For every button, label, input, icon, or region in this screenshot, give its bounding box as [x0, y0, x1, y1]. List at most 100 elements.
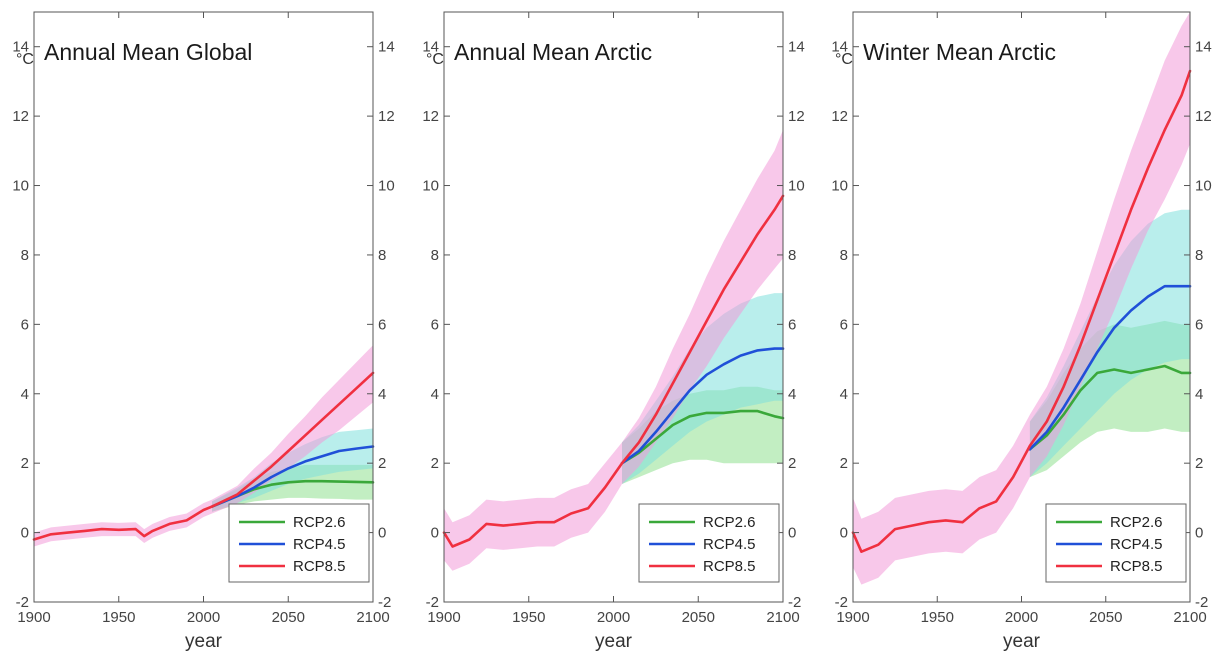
y-tick-label-left: -2 [426, 594, 439, 611]
y-tick-label-left: 4 [431, 386, 439, 403]
series-line-rcp26 [1028, 364, 1192, 451]
y-tick-label-right: 12 [1195, 108, 1212, 125]
uncertainty-band-rcp26 [212, 464, 373, 512]
series-line-rcp26 [620, 409, 785, 465]
y-tick-label-right: 8 [1195, 247, 1203, 264]
y-tick-label-right: 14 [1195, 39, 1212, 56]
y-tick-label-right: 0 [1195, 525, 1203, 542]
y-tick-label-left: 10 [831, 178, 848, 195]
uncertainty-band-rcp85 [444, 130, 783, 571]
y-tick-label-right: 6 [1195, 316, 1203, 333]
series-line-rcp45 [210, 445, 375, 508]
chart-panel-2: -2 -2 0 0 2 2 4 4 6 6 8 8 10 10 12 12 14 14 1900 1950 2000 20… [422, 11, 805, 652]
y-tick-label-right: 2 [1195, 455, 1203, 472]
x-tick-label: 2050 [272, 609, 305, 626]
y-tick-label-left: 6 [431, 316, 439, 333]
y-tick-label-left: 12 [831, 108, 848, 125]
y-tick-label-left: 6 [840, 316, 848, 333]
y-tick-label-right: 0 [788, 525, 796, 542]
x-tick-label: 2000 [187, 609, 220, 626]
y-tick-label-left: 0 [21, 525, 29, 542]
y-tick-label-left: 4 [840, 386, 848, 403]
y-tick-label-right: -2 [378, 594, 391, 611]
y-tick-label-right: 10 [788, 178, 805, 195]
y-tick-label-left: 12 [12, 108, 29, 125]
legend-label-rcp26: RCP2.6 [703, 514, 756, 531]
chart-panel-3: -2 -2 0 0 2 2 4 4 6 6 8 8 10 10 12 12 14 14 1900 1950 2000 20… [831, 11, 1212, 652]
unit-label: °C [835, 51, 853, 68]
x-tick-label: 2100 [356, 609, 389, 626]
uncertainty-band-rcp45 [622, 293, 783, 484]
y-tick-label-left: 10 [12, 178, 29, 195]
y-tick-label-left: 8 [840, 247, 848, 264]
y-tick-label-left: 10 [422, 178, 439, 195]
y-tick-label-right: -2 [788, 594, 801, 611]
y-tick-label-right: 0 [378, 525, 386, 542]
y-tick-label-left: 4 [21, 386, 29, 403]
series-line-rcp85 [32, 371, 375, 541]
x-tick-label: 1900 [427, 609, 460, 626]
uncertainty-band-rcp85 [853, 12, 1190, 585]
y-tick-label-right: 10 [1195, 178, 1212, 195]
panel-title: Annual Mean Global [44, 39, 252, 65]
legend-label-rcp45: RCP4.5 [1110, 536, 1163, 553]
y-tick-label-left: 0 [840, 525, 848, 542]
series-line-rcp85 [851, 69, 1192, 554]
legend-label-rcp85: RCP8.5 [293, 558, 346, 575]
x-tick-label: 2100 [766, 609, 799, 626]
x-axis-label: year [1003, 631, 1041, 652]
y-tick-label-right: 2 [378, 455, 386, 472]
x-tick-label: 2000 [1005, 609, 1038, 626]
y-tick-label-right: 12 [378, 108, 395, 125]
y-tick-label-right: 8 [378, 247, 386, 264]
y-tick-label-right: 12 [788, 108, 805, 125]
unit-label: °C [16, 51, 34, 68]
series-line-rcp85 [442, 194, 785, 548]
legend: RCP2.6 RCP4.5 RCP8.5 [228, 503, 370, 583]
y-tick-label-left: 6 [21, 316, 29, 333]
series-line-rcp45 [1028, 284, 1192, 451]
panel-title: Winter Mean Arctic [863, 39, 1056, 65]
y-tick-label-left: 14 [12, 39, 29, 56]
x-tick-label: 2100 [1173, 609, 1206, 626]
legend-label-rcp85: RCP8.5 [703, 558, 756, 575]
y-tick-label-right: 14 [378, 39, 395, 56]
x-axis-label: year [595, 631, 633, 652]
y-tick-label-left: -2 [835, 594, 848, 611]
y-tick-label-right: 14 [788, 39, 805, 56]
y-tick-label-right: 4 [788, 386, 796, 403]
x-tick-label: 2050 [682, 609, 715, 626]
panel-title: Annual Mean Arctic [454, 39, 652, 65]
y-tick-label-right: 8 [788, 247, 796, 264]
y-tick-label-left: 14 [422, 39, 439, 56]
legend: RCP2.6 RCP4.5 RCP8.5 [1045, 503, 1187, 583]
legend-label-rcp45: RCP4.5 [703, 536, 756, 553]
y-tick-label-left: 2 [21, 455, 29, 472]
y-tick-label-right: 6 [378, 316, 386, 333]
x-tick-label: 2050 [1089, 609, 1122, 626]
series-line-rcp45 [620, 347, 785, 465]
legend: RCP2.6 RCP4.5 RCP8.5 [638, 503, 780, 583]
y-tick-label-left: 8 [431, 247, 439, 264]
chart-panel-1: -2 -2 0 0 2 2 4 4 6 6 8 8 10 10 12 12 14 14 1900 1950 2000 20… [12, 11, 395, 652]
unit-label: °C [426, 51, 444, 68]
y-tick-label-right: 10 [378, 178, 395, 195]
y-tick-label-left: -2 [16, 594, 29, 611]
y-tick-label-left: 12 [422, 108, 439, 125]
x-tick-label: 2000 [597, 609, 630, 626]
y-tick-label-right: 6 [788, 316, 796, 333]
x-tick-label: 1950 [102, 609, 135, 626]
y-tick-label-left: 0 [431, 525, 439, 542]
uncertainty-band-rcp85 [34, 345, 373, 547]
legend-label-rcp26: RCP2.6 [1110, 514, 1163, 531]
x-tick-label: 1950 [512, 609, 545, 626]
y-tick-label-left: 8 [21, 247, 29, 264]
x-tick-label: 1950 [921, 609, 954, 626]
y-tick-label-left: 2 [840, 455, 848, 472]
y-tick-label-left: 2 [431, 455, 439, 472]
x-axis-label: year [185, 631, 223, 652]
legend-label-rcp85: RCP8.5 [1110, 558, 1163, 575]
y-tick-label-right: -2 [1195, 594, 1208, 611]
legend-label-rcp45: RCP4.5 [293, 536, 346, 553]
